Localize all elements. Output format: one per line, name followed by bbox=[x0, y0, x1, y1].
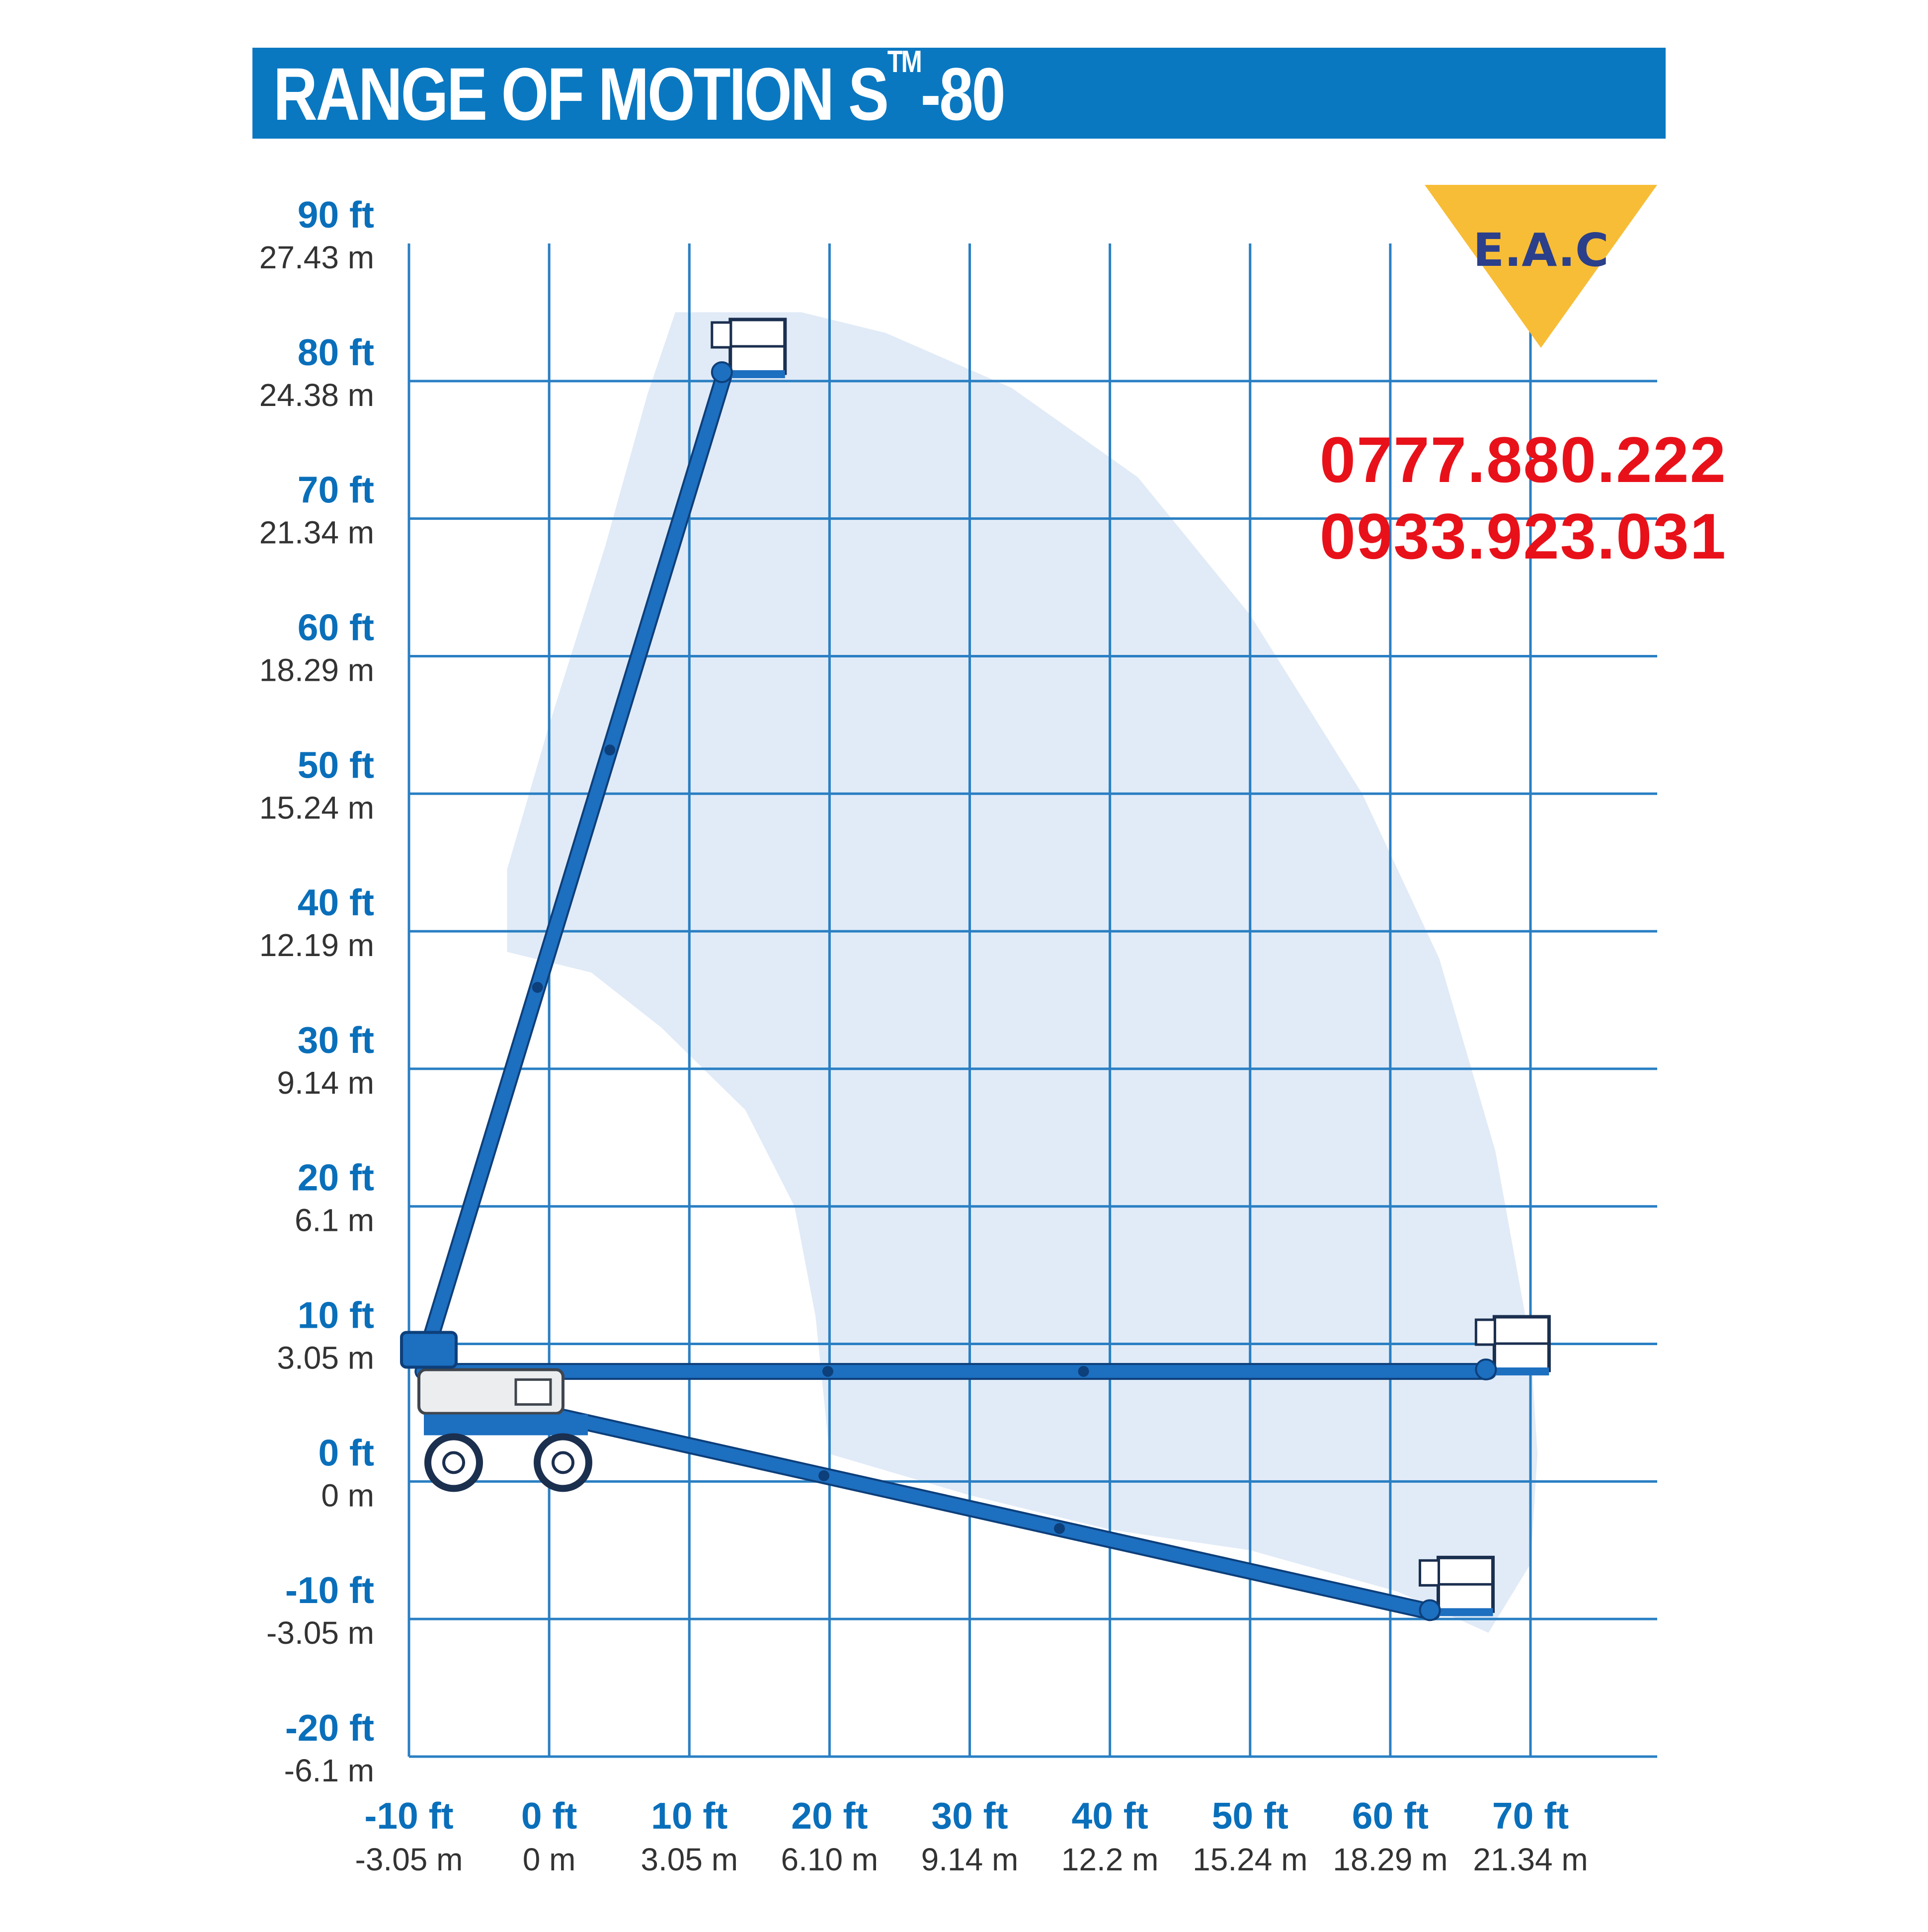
y-tick-label-ft: 50 ft bbox=[298, 744, 374, 786]
title-bar: RANGE OF MOTION STM-80 bbox=[252, 47, 1666, 139]
y-tick-label-m: 3.05 m bbox=[277, 1340, 374, 1376]
platform bbox=[1474, 1315, 1551, 1380]
y-axis: 90 ft 27.43 m 80 ft 24.38 m 70 ft 21.34 m 60 f… bbox=[259, 194, 374, 1788]
model-number: -80 bbox=[920, 52, 1006, 136]
platform-floor bbox=[1438, 1608, 1493, 1616]
y-tick-label-ft: 0 ft bbox=[319, 1432, 375, 1473]
x-tick-label-m: 21.34 m bbox=[1473, 1842, 1588, 1877]
boom-layer bbox=[414, 318, 1551, 1621]
x-tick-label-m: 18.29 m bbox=[1333, 1842, 1447, 1877]
platform-control-box bbox=[1474, 1318, 1496, 1346]
chassis bbox=[424, 1414, 588, 1436]
y-tick-label-ft: -10 ft bbox=[285, 1569, 374, 1611]
boom-joint bbox=[532, 981, 543, 993]
boom-joint bbox=[818, 1470, 830, 1481]
boom-pivot bbox=[400, 1331, 458, 1369]
platform-control-box bbox=[711, 321, 732, 349]
phone-number-1: 0777.880.222 bbox=[1319, 423, 1727, 496]
platform-rotator bbox=[1475, 1358, 1497, 1380]
y-tick-label-m: 18.29 m bbox=[259, 652, 374, 688]
platform-control-box bbox=[1419, 1559, 1441, 1587]
x-tick-label-ft: 70 ft bbox=[1492, 1795, 1569, 1837]
y-tick-label-m: 27.43 m bbox=[259, 240, 374, 275]
y-tick-label-m: -3.05 m bbox=[266, 1615, 374, 1651]
boom-below-grade bbox=[442, 1383, 1495, 1621]
y-tick-label-m: 24.38 m bbox=[259, 377, 374, 413]
boom-joint bbox=[1078, 1366, 1089, 1377]
boom-max-height bbox=[414, 318, 787, 1372]
wheel-hub bbox=[552, 1451, 574, 1474]
y-tick-label-m: 21.34 m bbox=[259, 515, 374, 551]
wheel-hub bbox=[442, 1451, 465, 1474]
boom-arm bbox=[416, 367, 731, 1370]
platform-rotator bbox=[1419, 1599, 1441, 1621]
lift-base bbox=[400, 1331, 592, 1492]
engine-cover bbox=[514, 1378, 552, 1406]
logo-triangle bbox=[1425, 185, 1657, 348]
x-tick-label-m: 9.14 m bbox=[921, 1842, 1019, 1877]
working-envelope-layer bbox=[507, 312, 1538, 1633]
x-tick-label-ft: -10 ft bbox=[364, 1795, 453, 1837]
x-tick-label-ft: 50 ft bbox=[1212, 1795, 1288, 1837]
y-tick-label-ft: 10 ft bbox=[298, 1294, 374, 1336]
y-tick-label-ft: -20 ft bbox=[285, 1707, 374, 1749]
y-tick-label-m: 6.1 m bbox=[295, 1203, 374, 1238]
x-tick-label-m: -3.05 m bbox=[355, 1842, 463, 1877]
y-tick-label-m: 12.19 m bbox=[259, 927, 374, 963]
y-tick-label-ft: 30 ft bbox=[298, 1019, 374, 1061]
boom-joint bbox=[604, 744, 616, 756]
x-tick-label-m: 0 m bbox=[523, 1842, 576, 1877]
platform bbox=[711, 318, 787, 383]
boom-joint bbox=[822, 1366, 833, 1377]
y-tick-label-ft: 70 ft bbox=[298, 469, 374, 511]
y-tick-label-ft: 90 ft bbox=[298, 194, 374, 236]
title-text: RANGE OF MOTION S bbox=[273, 52, 889, 136]
x-tick-label-ft: 40 ft bbox=[1072, 1795, 1148, 1837]
phone-number-2: 0933.923.031 bbox=[1319, 500, 1727, 572]
trademark-symbol: TM bbox=[887, 45, 922, 79]
logo-text: E.A.C bbox=[1473, 224, 1608, 277]
y-tick-label-m: -6.1 m bbox=[284, 1753, 374, 1788]
boom-max-horizontal-reach bbox=[414, 1315, 1551, 1380]
y-tick-label-ft: 80 ft bbox=[298, 331, 374, 373]
y-tick-label-m: 0 m bbox=[321, 1477, 374, 1513]
chart-title: RANGE OF MOTION STM-80 bbox=[273, 47, 1006, 136]
x-tick-label-ft: 0 ft bbox=[521, 1795, 577, 1837]
y-tick-label-ft: 40 ft bbox=[298, 882, 374, 923]
x-tick-label-ft: 30 ft bbox=[931, 1795, 1008, 1837]
x-axis: -10 ft -3.05 m 0 ft 0 m 10 ft 3.05 m 20 ft 6.10… bbox=[355, 1795, 1588, 1877]
platform-floor bbox=[730, 370, 785, 378]
boom-joint bbox=[1054, 1523, 1065, 1534]
y-tick-label-m: 15.24 m bbox=[259, 790, 374, 825]
y-tick-label-ft: 20 ft bbox=[298, 1157, 374, 1199]
x-tick-label-ft: 10 ft bbox=[651, 1795, 727, 1837]
boom-arm bbox=[444, 1385, 1439, 1619]
y-tick-label-ft: 60 ft bbox=[298, 606, 374, 648]
x-tick-label-m: 15.24 m bbox=[1193, 1842, 1307, 1877]
platform-floor bbox=[1494, 1367, 1549, 1375]
x-tick-label-ft: 60 ft bbox=[1352, 1795, 1429, 1837]
x-tick-label-ft: 20 ft bbox=[791, 1795, 868, 1837]
eac-logo-icon: E.A.C bbox=[1425, 185, 1657, 348]
x-tick-label-m: 3.05 m bbox=[641, 1842, 738, 1877]
platform bbox=[1419, 1555, 1495, 1621]
x-tick-label-m: 12.2 m bbox=[1061, 1842, 1159, 1877]
platform-rotator bbox=[711, 361, 733, 383]
y-tick-label-m: 9.14 m bbox=[277, 1065, 374, 1101]
x-tick-label-m: 6.10 m bbox=[781, 1842, 879, 1877]
grid bbox=[407, 243, 1657, 1758]
working-envelope bbox=[507, 312, 1538, 1633]
